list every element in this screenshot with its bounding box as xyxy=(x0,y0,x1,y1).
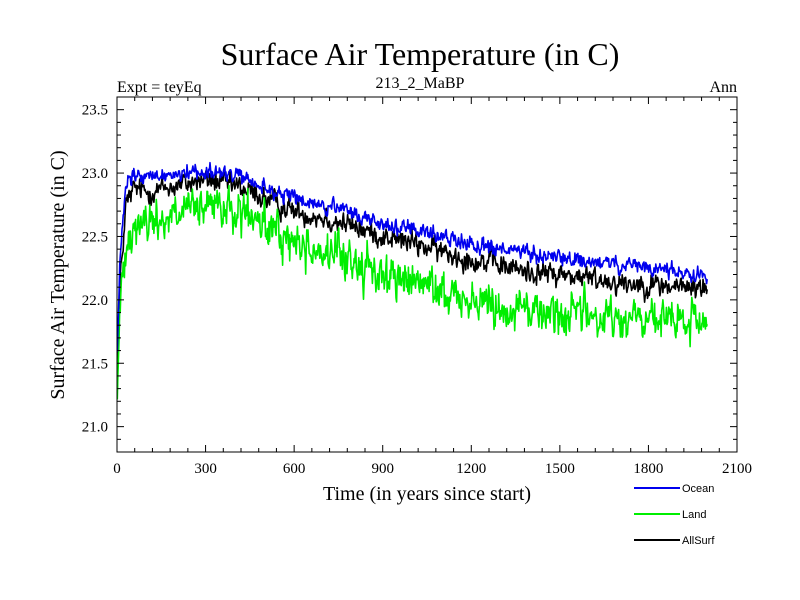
legend-label-ocean: Ocean xyxy=(682,483,714,495)
subtitle-right: Ann xyxy=(709,79,737,96)
series-layer xyxy=(116,161,708,400)
legend-label-allsurf: AllSurf xyxy=(682,535,715,547)
x-tick-label: 0 xyxy=(113,461,121,477)
series-line-allsurf xyxy=(116,169,708,389)
y-axis-label: Surface Air Temperature (in C) xyxy=(47,150,69,399)
y-tick-label: 22.5 xyxy=(82,229,108,245)
chart-title: Surface Air Temperature (in C) xyxy=(221,36,620,72)
axes-layer: 0 300 600 900 1200 1500 1800 2100 21.0 21.5 22.0 22… xyxy=(82,96,752,477)
series-line-ocean xyxy=(116,161,708,352)
x-tick-label: 600 xyxy=(283,461,306,477)
y-tick-label: 22.0 xyxy=(82,293,108,309)
y-tick-label: 23.0 xyxy=(82,166,108,182)
y-tick-label: 21.0 xyxy=(82,420,108,436)
plot-frame xyxy=(116,96,738,453)
x-axis-label: Time (in years since start) xyxy=(323,483,531,505)
y-tick-label: 21.5 xyxy=(82,356,108,372)
legend-label-land: Land xyxy=(682,509,706,521)
y-tick-label: 23.5 xyxy=(82,103,108,119)
x-tick-label: 900 xyxy=(371,461,394,477)
x-tick-label: 1800 xyxy=(633,461,663,477)
series-line-land xyxy=(116,184,708,400)
subtitle-left: Expt = teyEq xyxy=(117,79,202,96)
x-tick-label: 2100 xyxy=(722,461,752,477)
x-tick-label: 1500 xyxy=(545,461,575,477)
subtitle-center: 213_2_MaBP xyxy=(376,75,465,92)
x-tick-label: 1200 xyxy=(456,461,486,477)
legend: Ocean Land AllSurf xyxy=(634,483,715,547)
x-tick-label: 300 xyxy=(194,461,217,477)
